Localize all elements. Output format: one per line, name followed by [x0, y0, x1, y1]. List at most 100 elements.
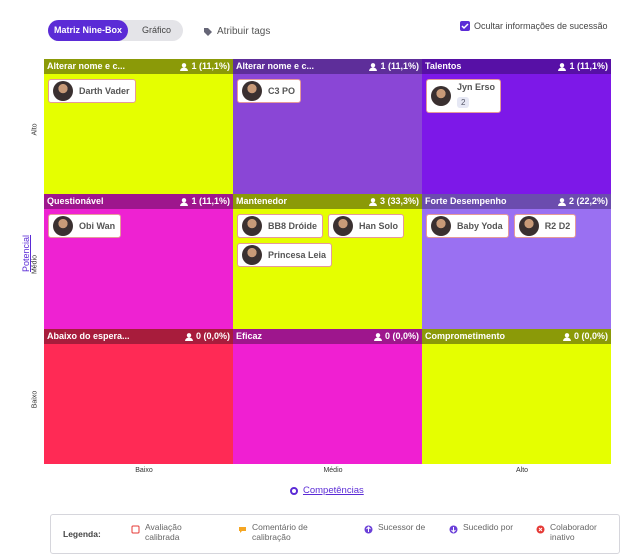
person-info: Obi Wan [79, 221, 115, 231]
avatar [518, 216, 539, 236]
person-card[interactable]: R2 D2 [513, 214, 577, 238]
legend-icon [536, 525, 545, 534]
box-body: C3 PO [233, 74, 422, 108]
x-title[interactable]: Competências [290, 485, 364, 496]
user-icon [562, 332, 571, 341]
tags-button[interactable]: Atribuir tags [203, 26, 270, 37]
gear-icon [290, 486, 298, 495]
box-title: Abaixo do espera... [47, 331, 130, 341]
tags-label: Atribuir tags [217, 26, 271, 37]
user-icon [180, 197, 189, 206]
box-body: Baby Yoda R2 D2 [422, 209, 611, 243]
box-body: Jyn Erso 2 [422, 74, 611, 118]
legend-icon [131, 525, 140, 534]
x-level: Alto [515, 467, 529, 474]
box: Abaixo do espera... 0 (0,0%) [44, 329, 233, 464]
person-name: R2 D2 [544, 221, 571, 231]
person-info: Princesa Leia [268, 250, 326, 260]
box-title: Questionável [47, 196, 104, 206]
person-card[interactable]: Obi Wan [48, 214, 122, 238]
box: Alterar nome e c... 1 (11,1%) C3 PO [233, 59, 422, 194]
box-header: Talentos 1 (11,1%) [422, 59, 611, 74]
box-count: 0 (0,0%) [562, 329, 608, 344]
succession-toggle[interactable]: Ocultar informações de sucessão [460, 21, 608, 31]
box-header: Questionável 1 (11,1%) [44, 194, 233, 209]
legend-icon [239, 527, 246, 533]
box: Alterar nome e c... 1 (11,1%) Darth Vader [44, 59, 233, 194]
box-header: Forte Desempenho 2 (22,2%) [422, 194, 611, 209]
x-level: Médio [323, 467, 343, 474]
avatar [431, 216, 451, 236]
person-card[interactable]: Baby Yoda [426, 214, 509, 238]
count-text: 0 (0,0%) [573, 331, 608, 341]
legend-icon [364, 525, 373, 534]
person-name: Obi Wan [79, 221, 116, 231]
avatar [242, 81, 262, 101]
user-icon [184, 332, 193, 341]
box-header: Mantenedor 3 (33,3%) [233, 194, 422, 209]
box: Questionável 1 (11,1%) Obi Wan [44, 194, 233, 329]
person-card[interactable]: Princesa Leia [237, 243, 333, 267]
person-card[interactable]: BB8 Dróide [237, 214, 324, 238]
user-icon [557, 197, 566, 206]
box-body: BB8 Dróide Han Solo Princesa Leia [233, 209, 422, 272]
box-title: Talentos [425, 61, 462, 71]
box-body [233, 344, 422, 354]
user-icon [369, 62, 378, 71]
legend-label: Colaborador inativo [550, 522, 597, 542]
person-card[interactable]: C3 PO [237, 79, 302, 103]
person-name: Princesa Leia [268, 250, 327, 260]
y-level: Alto [31, 123, 39, 136]
avatar [53, 81, 73, 101]
tag-count: 2 [457, 97, 470, 108]
avatar [333, 216, 354, 236]
box-count: 1 (11,1%) [180, 194, 230, 209]
person-info: BB8 Dróide [268, 221, 317, 231]
nine-box-grid: Alterar nome e c... 1 (11,1%) Darth Vader A… [44, 59, 611, 464]
legend-title: Legenda: [63, 529, 101, 539]
legend-icon [449, 525, 458, 534]
person-card[interactable]: Darth Vader [48, 79, 136, 103]
legend-item: Sucessor de [364, 522, 440, 534]
box-count: 2 (22,2%) [557, 194, 608, 209]
box-header: Alterar nome e c... 1 (11,1%) [233, 59, 422, 74]
box-count: 1 (11,1%) [558, 59, 608, 74]
person-card[interactable]: Jyn Erso 2 [426, 79, 502, 113]
legend-item: Comentário de calibração [238, 522, 314, 542]
person-info: Darth Vader [79, 86, 130, 96]
box-count: 0 (0,0%) [184, 329, 230, 344]
checkbox [460, 21, 470, 31]
legend-label: Comentário de calibração [252, 522, 308, 542]
person-card[interactable]: Han Solo [328, 214, 405, 238]
tab-active[interactable]: Matriz Nine-Box [48, 20, 128, 41]
box-header: Abaixo do espera... 0 (0,0%) [44, 329, 233, 344]
view-toggle: Matriz Nine-Box Gráfico [48, 20, 183, 41]
avatar [242, 245, 262, 265]
y-title[interactable]: Potencial [21, 235, 31, 275]
box-title: Mantenedor [236, 196, 288, 206]
user-icon [368, 197, 377, 206]
box-count: 1 (11,1%) [369, 59, 419, 74]
box-title: Alterar nome e c... [47, 61, 126, 71]
tab[interactable]: Gráfico [141, 25, 171, 35]
count-text: 0 (0,0%) [384, 331, 419, 341]
legend-item: Colaborador inativo [536, 522, 612, 542]
x-level: Baixo [135, 467, 153, 474]
person-name: BB8 Dróide [268, 221, 318, 231]
box: Comprometimento 0 (0,0%) [422, 329, 611, 464]
person-info: Baby Yoda [457, 221, 503, 231]
user-icon [558, 62, 567, 71]
legend-label: Sucedido por [463, 522, 514, 532]
person-info: R2 D2 [545, 221, 571, 231]
person-name: C3 PO [268, 86, 296, 96]
person-name: Jyn Erso [457, 82, 496, 92]
count-text: 1 (11,1%) [380, 61, 419, 71]
box: Forte Desempenho 2 (22,2%) Baby Yoda R2 D2 [422, 194, 611, 329]
legend-item: Avaliação calibrada [131, 522, 207, 542]
box-body [44, 344, 233, 354]
tag-icon [204, 27, 212, 36]
user-icon [373, 332, 382, 341]
person-info: Jyn Erso 2 [457, 82, 495, 110]
person-name: Han Solo [359, 221, 399, 231]
